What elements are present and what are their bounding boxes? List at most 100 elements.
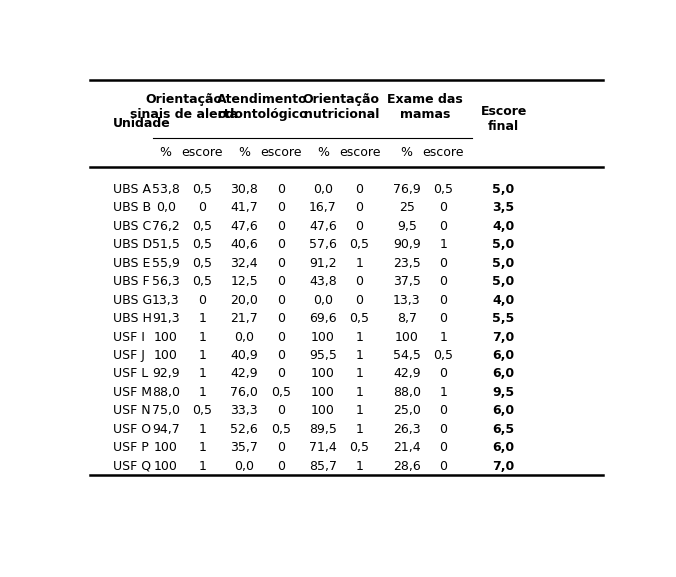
Text: 0: 0 [439,257,448,270]
Text: 0: 0 [356,183,364,196]
Text: 0,5: 0,5 [193,275,212,288]
Text: escore: escore [339,146,381,159]
Text: 0: 0 [439,460,448,473]
Text: 0,0: 0,0 [155,201,176,215]
Text: 0,5: 0,5 [193,220,212,233]
Text: 0,5: 0,5 [271,386,291,399]
Text: 5,0: 5,0 [493,238,514,252]
Text: 4,0: 4,0 [493,294,514,306]
Text: 42,9: 42,9 [393,368,420,380]
Text: 100: 100 [153,331,178,343]
Text: 1: 1 [356,423,364,436]
Text: USF L: USF L [114,368,149,380]
Text: 9,5: 9,5 [397,220,416,233]
Text: 5,0: 5,0 [493,275,514,288]
Text: 1: 1 [199,331,206,343]
Text: 7,0: 7,0 [493,460,514,473]
Text: 0: 0 [277,460,285,473]
Text: 0,5: 0,5 [193,183,212,196]
Text: UBS D: UBS D [114,238,153,252]
Text: 16,7: 16,7 [309,201,337,215]
Text: 1: 1 [439,331,448,343]
Text: %: % [238,146,250,159]
Text: UBS B: UBS B [114,201,151,215]
Text: 56,3: 56,3 [152,275,180,288]
Text: 25: 25 [399,201,414,215]
Text: 1: 1 [356,404,364,417]
Text: 71,4: 71,4 [309,441,337,454]
Text: UBS F: UBS F [114,275,150,288]
Text: 0: 0 [277,257,285,270]
Text: 9,5: 9,5 [493,386,514,399]
Text: USF P: USF P [114,441,149,454]
Text: 57,6: 57,6 [309,238,337,252]
Text: 0: 0 [198,294,206,306]
Text: 43,8: 43,8 [309,275,337,288]
Text: 0: 0 [277,331,285,343]
Text: 4,0: 4,0 [493,220,514,233]
Text: 100: 100 [311,368,335,380]
Text: 3,5: 3,5 [493,201,514,215]
Text: 0: 0 [277,441,285,454]
Text: %: % [317,146,329,159]
Text: 1: 1 [199,423,206,436]
Text: 0,0: 0,0 [235,331,254,343]
Text: 100: 100 [395,331,418,343]
Text: 0: 0 [439,312,448,325]
Text: 0: 0 [356,275,364,288]
Text: 21,7: 21,7 [231,312,258,325]
Text: 0,5: 0,5 [193,404,212,417]
Text: 33,3: 33,3 [231,404,258,417]
Text: 5,0: 5,0 [493,183,514,196]
Text: 0: 0 [439,423,448,436]
Text: Unidade: Unidade [114,117,171,130]
Text: 75,0: 75,0 [151,404,180,417]
Text: 0: 0 [277,220,285,233]
Text: UBS G: UBS G [114,294,153,306]
Text: 47,6: 47,6 [309,220,337,233]
Text: 0: 0 [439,441,448,454]
Text: 92,9: 92,9 [152,368,180,380]
Text: 1: 1 [199,460,206,473]
Text: 6,0: 6,0 [493,441,514,454]
Text: 100: 100 [153,349,178,362]
Text: 8,7: 8,7 [397,312,416,325]
Text: 0: 0 [439,368,448,380]
Text: 0,5: 0,5 [193,238,212,252]
Text: USF M: USF M [114,386,152,399]
Text: 0: 0 [277,238,285,252]
Text: 53,8: 53,8 [152,183,180,196]
Text: 0: 0 [277,294,285,306]
Text: USF N: USF N [114,404,151,417]
Text: 100: 100 [153,441,178,454]
Text: 88,0: 88,0 [151,386,180,399]
Text: 52,6: 52,6 [231,423,258,436]
Text: 0: 0 [439,201,448,215]
Text: 7,0: 7,0 [493,331,514,343]
Text: 0,5: 0,5 [349,312,370,325]
Text: Atendimento
odontológico: Atendimento odontológico [217,93,308,121]
Text: 95,5: 95,5 [309,349,337,362]
Text: USF I: USF I [114,331,145,343]
Text: 0: 0 [439,404,448,417]
Text: 0: 0 [277,368,285,380]
Text: 1: 1 [356,257,364,270]
Text: 0: 0 [277,201,285,215]
Text: escore: escore [182,146,223,159]
Text: escore: escore [422,146,464,159]
Text: 0: 0 [277,275,285,288]
Text: 91,3: 91,3 [152,312,180,325]
Text: 89,5: 89,5 [309,423,337,436]
Text: 1: 1 [356,331,364,343]
Text: 1: 1 [199,386,206,399]
Text: 5,5: 5,5 [493,312,514,325]
Text: UBS A: UBS A [114,183,151,196]
Text: 0,0: 0,0 [313,294,333,306]
Text: 1: 1 [356,368,364,380]
Text: 35,7: 35,7 [231,441,258,454]
Text: UBS E: UBS E [114,257,151,270]
Text: 0: 0 [439,275,448,288]
Text: 21,4: 21,4 [393,441,420,454]
Text: 0: 0 [277,183,285,196]
Text: 5,0: 5,0 [493,257,514,270]
